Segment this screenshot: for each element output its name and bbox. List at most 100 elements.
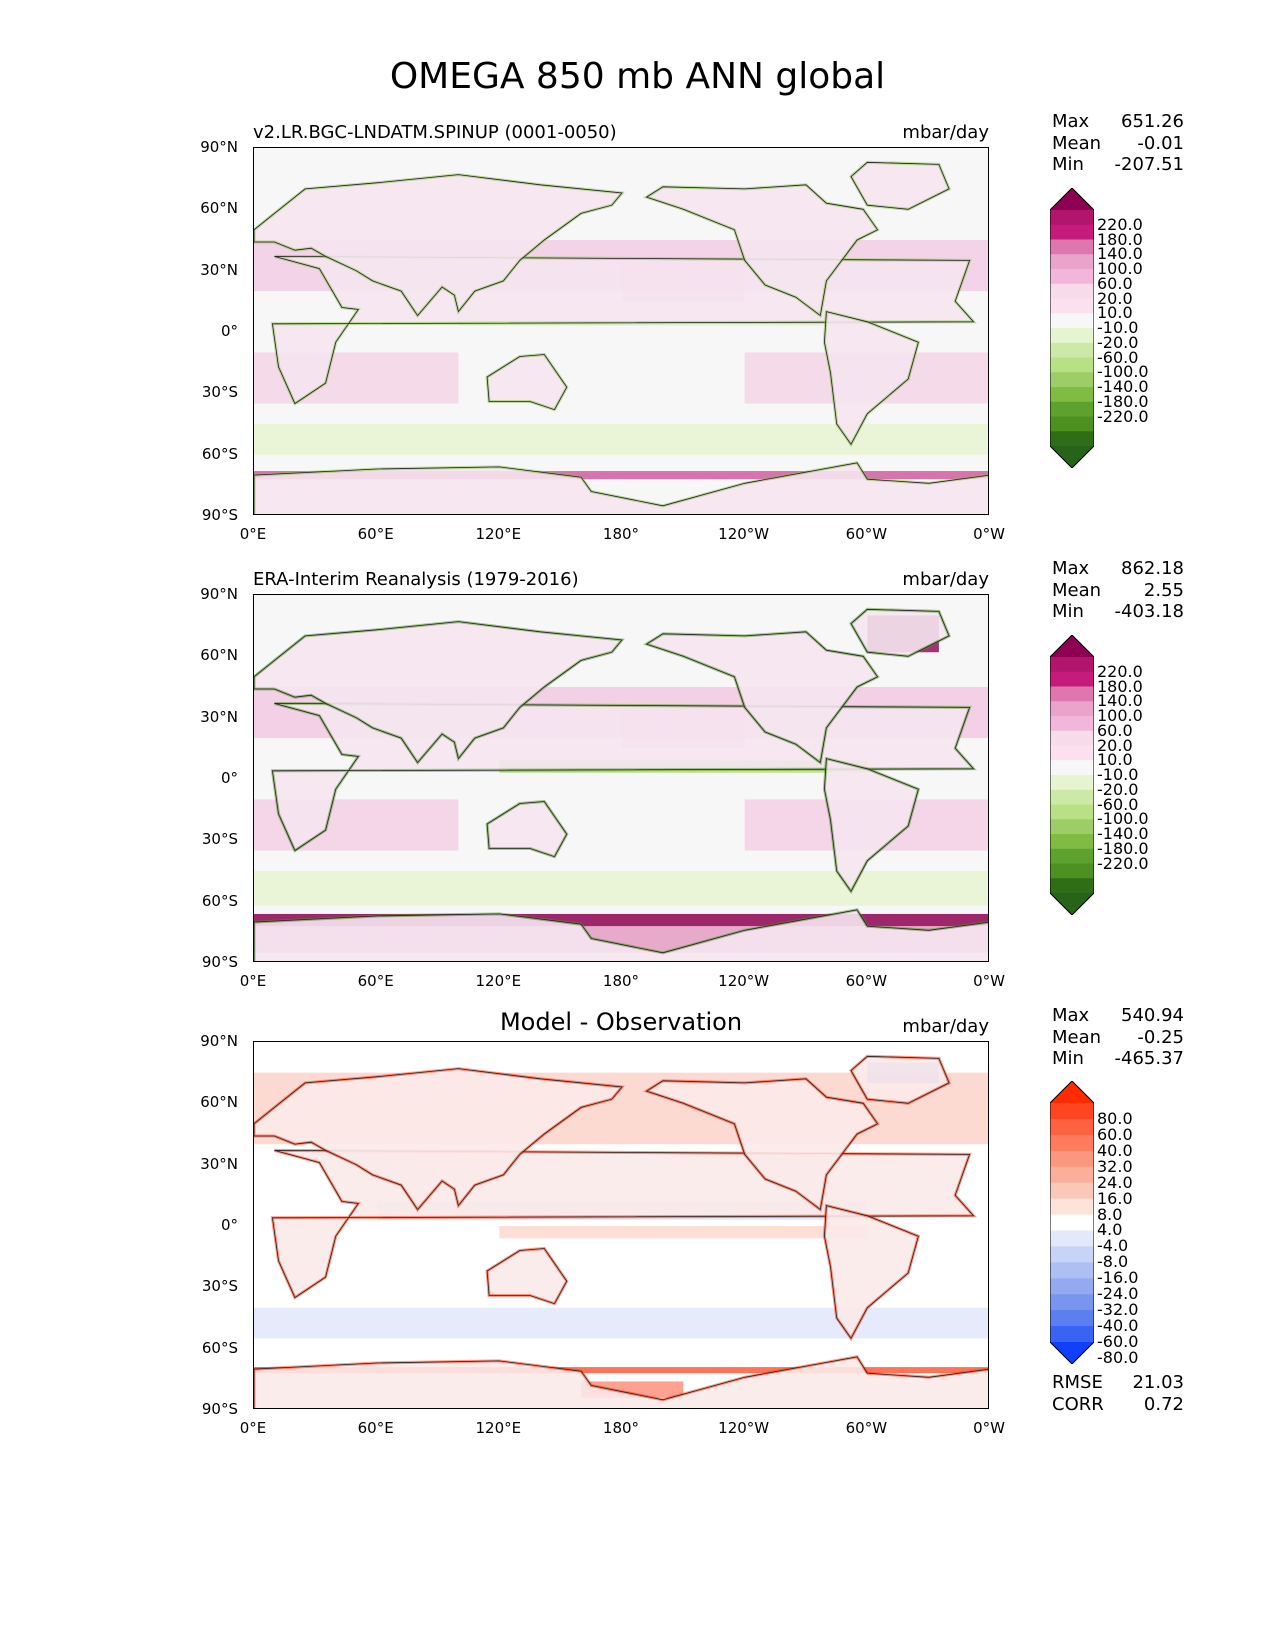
colorbar-tick-label: 80.0 — [1097, 1108, 1133, 1128]
colorbar-segment — [1050, 1310, 1094, 1327]
colorbar-segment — [1050, 1134, 1094, 1152]
x-tick-label: 60°W — [845, 525, 888, 543]
colorbar-segment — [1050, 1118, 1094, 1136]
colorbar-tick-label: -4.0 — [1097, 1236, 1129, 1256]
coastline-antarctica — [254, 909, 988, 961]
field-band — [254, 471, 988, 480]
colorbar-segment — [1050, 716, 1094, 732]
panel-units: mbar/day — [902, 569, 989, 590]
y-tick-label: 30°S — [201, 1277, 238, 1296]
map-canvas — [254, 1042, 988, 1408]
colorbar-segment — [1050, 1166, 1094, 1184]
x-tick-label: 120°W — [718, 525, 770, 543]
coastline-australia — [486, 1248, 568, 1305]
stat-value: 540.94 — [1121, 1005, 1184, 1026]
y-tick-label: 60°N — [200, 646, 238, 665]
coastline-greenland — [850, 161, 950, 210]
colorbar-tick-label: 32.0 — [1097, 1156, 1133, 1176]
colorbar-tick-label: 140.0 — [1097, 244, 1143, 264]
coastline-greenland — [850, 1055, 950, 1104]
colorbar-extend-bottom — [1050, 1342, 1094, 1364]
panel-title: ERA-Interim Reanalysis (1979-2016) — [253, 569, 579, 590]
coastline-australia — [486, 354, 568, 411]
stat-label: Min — [1052, 1048, 1084, 1069]
coastline-africa — [271, 703, 975, 852]
stat-value: 0.72 — [1143, 1393, 1184, 1415]
colorbar-canvas — [1049, 1080, 1095, 1365]
stat-max: Max 540.94 — [1052, 1005, 1184, 1026]
map-plot — [253, 594, 989, 962]
colorbar-tick-label: 60.0 — [1097, 1124, 1133, 1144]
coastline-africa — [271, 1150, 975, 1299]
colorbar-segment — [1050, 834, 1094, 850]
colorbar-tick-label: -60.0 — [1097, 347, 1139, 367]
colorbar-segment — [1050, 686, 1094, 702]
stat-label: Mean — [1052, 132, 1102, 154]
x-tick-label: 0°E — [239, 972, 267, 990]
colorbar-extend-bottom — [1050, 446, 1094, 468]
x-tick-label: 60°W — [845, 972, 888, 990]
colorbar-tick-label: -24.0 — [1097, 1284, 1139, 1304]
colorbar-segment — [1050, 401, 1094, 417]
colorbar-extend-top — [1050, 1081, 1094, 1103]
colorbar-tick-label: -180.0 — [1097, 391, 1149, 411]
colorbar-segment — [1050, 1294, 1094, 1311]
colorbar-segment — [1050, 863, 1094, 879]
colorbar-tick-label: -220.0 — [1097, 406, 1149, 426]
x-tick-label: 0°W — [973, 525, 1005, 543]
y-tick-label: 30°S — [201, 383, 238, 402]
colorbar-segment — [1050, 416, 1094, 432]
colorbar-segment — [1050, 239, 1094, 255]
y-tick-label: 60°S — [201, 1338, 238, 1357]
x-tick-label: 0°E — [239, 525, 267, 543]
coastline-eurasia — [254, 174, 623, 317]
colorbar-tick-label: -100.0 — [1097, 809, 1149, 829]
colorbar-tick-label: 100.0 — [1097, 259, 1143, 278]
stat-mean: Mean -0.01 — [1052, 133, 1184, 154]
stat-label: CORR — [1052, 1393, 1104, 1415]
colorbar-segment — [1050, 730, 1094, 746]
colorbar-tick-label: 20.0 — [1097, 735, 1133, 755]
x-tick-label: 120°W — [718, 1419, 770, 1437]
colorbar-segment — [1050, 357, 1094, 373]
colorbar-segment — [1050, 848, 1094, 864]
colorbar-tick-label: -140.0 — [1097, 377, 1149, 396]
colorbar-tick-label: 24.0 — [1097, 1172, 1133, 1192]
x-tick-label: 120°E — [475, 1419, 522, 1437]
colorbar-tick-label: -20.0 — [1097, 779, 1139, 799]
field-band — [499, 1226, 868, 1239]
colorbar-segment — [1050, 1103, 1094, 1120]
coastline-antarctica — [254, 462, 988, 514]
colorbar-canvas — [1049, 634, 1095, 916]
stat-max: Max 651.26 — [1052, 111, 1184, 132]
map-canvas — [254, 148, 988, 514]
stat-value: -403.18 — [1114, 601, 1184, 622]
y-tick-label: 60°N — [200, 199, 238, 218]
colorbar-tick-label: -100.0 — [1097, 362, 1149, 382]
colorbar-segment — [1050, 372, 1094, 388]
colorbar-tick-label: 10.0 — [1097, 303, 1133, 323]
colorbar-tick-label: -60.0 — [1097, 1332, 1139, 1351]
stat-label: Max — [1052, 558, 1090, 579]
colorbar-tick-label: 220.0 — [1097, 661, 1143, 681]
y-tick-label: 90°N — [200, 1032, 238, 1050]
colorbar-segment — [1050, 657, 1094, 673]
x-tick-label: 180° — [602, 1419, 640, 1437]
colorbar-tick-label: -80.0 — [1097, 1347, 1139, 1367]
colorbar-tick-label: -60.0 — [1097, 794, 1139, 814]
x-tick-label: 120°E — [475, 525, 522, 543]
colorbar-canvas — [1049, 187, 1095, 469]
colorbar-segment — [1050, 760, 1094, 776]
y-tick-label: 90°N — [200, 138, 238, 156]
colorbar-segment — [1050, 283, 1094, 299]
colorbar-segment — [1050, 745, 1094, 761]
colorbar-segment — [1050, 1262, 1094, 1279]
colorbar-tick-label: 20.0 — [1097, 288, 1133, 308]
x-tick-label: 120°E — [475, 972, 522, 990]
colorbar-segment — [1050, 342, 1094, 358]
stat-value: -0.01 — [1137, 132, 1184, 154]
field-band — [254, 1307, 988, 1339]
panel-units: mbar/day — [902, 122, 989, 143]
colorbar-segment — [1050, 431, 1094, 447]
panel-title: Model - Observation — [499, 1008, 743, 1036]
